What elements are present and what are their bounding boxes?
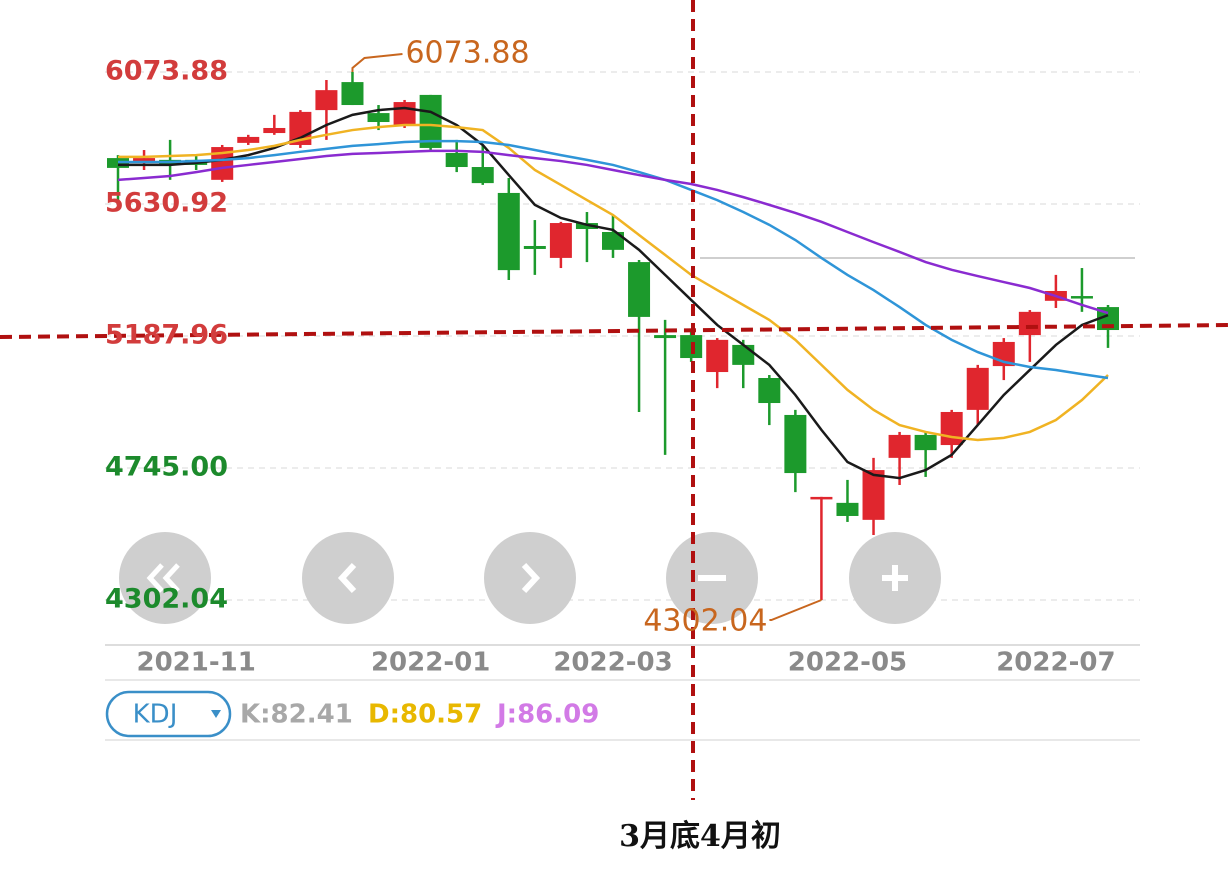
candle-body: [706, 339, 729, 373]
y-tick-label: 4745.00: [105, 451, 228, 482]
candle-body: [289, 111, 312, 145]
selector-label: KDJ: [133, 700, 178, 730]
candle-body: [523, 245, 546, 249]
annotation-leader: [351, 52, 403, 72]
indicator-value: K:82.41: [240, 700, 353, 730]
candle-body: [419, 94, 442, 148]
forward-button[interactable]: [484, 532, 576, 624]
candle-body: [549, 223, 572, 258]
min-annotation: 4302.04: [643, 603, 767, 638]
plot: [105, 52, 1140, 621]
x-tick-label: 2022-05: [788, 648, 907, 678]
zoom-in-button[interactable]: [849, 532, 941, 624]
y-tick-label: 5187.96: [105, 319, 228, 350]
candle-body: [966, 367, 989, 410]
candle-body: [211, 147, 234, 180]
candle-body: [654, 335, 677, 339]
annotation-leader: [769, 599, 822, 621]
candle-body: [263, 127, 286, 134]
caption: 3月底4月初: [619, 819, 781, 854]
candle-body: [471, 167, 494, 184]
x-tick-label: 2022-01: [371, 648, 490, 678]
fast-back-button[interactable]: [119, 532, 211, 624]
max-annotation: 6073.88: [405, 35, 529, 70]
candle-body: [732, 344, 755, 365]
candle-body: [1070, 296, 1093, 299]
candle-body: [315, 90, 338, 111]
zoom-out-button[interactable]: [666, 532, 758, 624]
moving-average: [117, 149, 1109, 315]
candle-body: [836, 502, 859, 516]
x-tick-label: 2022-03: [553, 648, 672, 678]
candle-body: [940, 411, 963, 446]
candle-body: [237, 136, 260, 143]
nav-buttons: [119, 532, 941, 624]
marker-horizontal: [0, 323, 1230, 339]
candle-body: [914, 434, 937, 451]
moving-average: [118, 139, 1109, 380]
candle-body: [341, 82, 364, 106]
dropdown-arrow: [211, 710, 221, 718]
candle-body: [497, 192, 520, 271]
candle-body: [758, 378, 781, 404]
candle-body: [810, 496, 833, 500]
candle-body: [628, 262, 651, 317]
candle-body: [784, 414, 807, 474]
indicator-value: J:86.09: [495, 700, 599, 730]
y-tick-label: 5630.92: [105, 187, 228, 218]
candle-body: [367, 113, 390, 123]
candle-body: [445, 153, 468, 168]
back-button[interactable]: [302, 532, 394, 624]
candle-body: [133, 158, 156, 162]
indicator-selector[interactable]: KDJ: [105, 690, 232, 738]
selector-pill: [105, 690, 232, 738]
moving-average: [118, 123, 1109, 442]
candle-body: [888, 434, 911, 458]
indicator-value: D:80.57: [368, 700, 482, 730]
candle-body: [1018, 311, 1041, 336]
candle-body: [862, 470, 885, 520]
x-tick-label: 2022-07: [996, 648, 1115, 678]
candle-body: [393, 102, 416, 126]
y-tick-label: 6073.88: [105, 55, 228, 86]
x-tick-label: 2021-11: [136, 648, 255, 678]
candle-body: [602, 231, 624, 250]
y-tick-label: 4302.04: [105, 583, 228, 614]
